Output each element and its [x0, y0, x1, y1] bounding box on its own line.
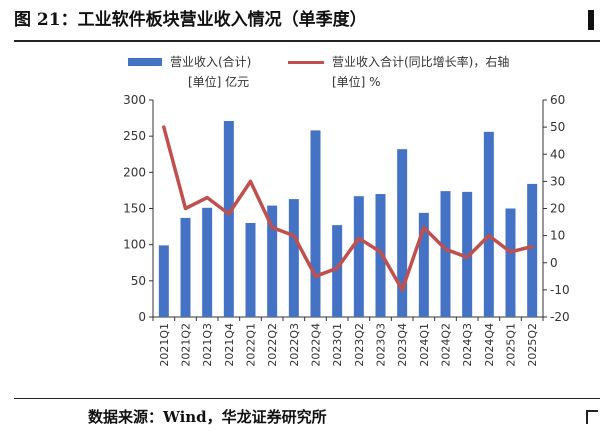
chart-legend: 营业收入(合计) [单位] 亿元 营业收入合计(同比增长率)，右轴 [单位] % [128, 54, 598, 100]
growth-rate-point [249, 179, 252, 183]
revenue-bar [440, 191, 451, 317]
y-right-tick-label: 60 [550, 93, 565, 107]
x-tick-label: 2023Q4 [396, 323, 409, 367]
revenue-bar [353, 196, 364, 317]
revenue-bar [202, 207, 213, 317]
y-left-tick-label: 50 [131, 274, 146, 288]
x-tick-label: 2025Q2 [526, 323, 539, 367]
growth-rate-point [487, 234, 491, 238]
y-right-tick-label: -20 [550, 310, 570, 324]
x-tick-label: 2022Q3 [288, 323, 301, 367]
x-tick-label: 2024Q1 [418, 323, 431, 367]
y-right-tick-label: 40 [550, 147, 565, 161]
y-left-tick-label: 0 [138, 310, 146, 324]
x-tick-label: 2022Q2 [266, 323, 279, 367]
growth-rate-point [184, 207, 187, 210]
revenue-bar [505, 208, 516, 317]
revenue-bar [158, 245, 169, 317]
x-tick-label: 2024Q3 [461, 323, 474, 367]
growth-rate-point [444, 247, 447, 251]
growth-rate-point [465, 255, 469, 259]
y-right-tick-label: 50 [550, 120, 565, 134]
y-right-tick-label: -10 [550, 283, 570, 297]
revenue-bar [223, 120, 234, 317]
revenue-bar [332, 225, 343, 317]
title-divider [14, 40, 600, 42]
revenue-bar [288, 199, 299, 317]
legend-line-label: 营业收入合计(同比增长率)，右轴 [332, 55, 510, 69]
y-right-tick-label: 10 [550, 229, 565, 243]
revenue-bar [462, 191, 473, 317]
source-divider [14, 398, 600, 399]
x-tick-label: 2024Q4 [483, 323, 496, 367]
x-tick-label: 2025Q1 [505, 323, 518, 367]
growth-rate-point [422, 225, 426, 229]
y-left-tick-label: 250 [123, 129, 146, 143]
legend-line-unit: [单位] % [332, 75, 381, 89]
x-tick-label: 2021Q3 [201, 323, 214, 367]
revenue-bar [375, 194, 386, 317]
revenue-bar [267, 205, 278, 317]
x-tick-label: 2023Q3 [375, 323, 388, 367]
x-tick-label: 2023Q1 [331, 323, 344, 367]
legend-bar-label: 营业收入(合计) [170, 55, 252, 69]
y-left-tick-label: 300 [123, 93, 146, 107]
x-tick-label: 2022Q4 [310, 323, 323, 367]
y-right-tick-label: 30 [550, 174, 565, 188]
x-tick-label: 2023Q2 [353, 323, 366, 367]
growth-rate-point [227, 212, 231, 216]
revenue-bar [527, 183, 538, 317]
x-tick-label: 2021Q2 [180, 323, 193, 367]
growth-rate-point [270, 225, 274, 229]
revenue-chart: 0 50 100 150 200 250 300 -20 -10 0 10 20 30 40 50 60 202… [123, 93, 570, 367]
growth-rate-point [400, 288, 404, 292]
growth-rate-point [205, 196, 209, 200]
revenue-bar [397, 149, 408, 317]
growth-rate-point [357, 236, 361, 240]
legend-bar-swatch [128, 58, 162, 66]
growth-rate-point [162, 125, 166, 129]
figure-source: 数据来源：Wind，华龙证券研究所 [88, 408, 327, 426]
figure-title: 图 21：工业软件板块营业收入情况（单季度） [14, 10, 367, 30]
growth-rate-line [162, 125, 534, 292]
growth-rate-point [314, 274, 317, 278]
cropped-edge-glyph [588, 10, 594, 30]
x-tick-label: 2021Q4 [223, 323, 236, 367]
y-left-tick-label: 200 [123, 165, 146, 179]
revenue-bar [245, 222, 256, 317]
revenue-bar [418, 212, 429, 317]
legend-line-swatch [288, 61, 324, 64]
revenue-bar [310, 130, 321, 317]
x-tick-label: 2024Q2 [440, 323, 453, 367]
growth-rate-point [509, 250, 512, 254]
growth-rate-point [335, 266, 339, 270]
growth-rate-point [530, 244, 534, 248]
legend-bar-unit: [单位] 亿元 [188, 75, 250, 89]
growth-rate-point [379, 250, 382, 254]
x-tick-label: 2022Q1 [245, 323, 258, 367]
growth-rate-point [292, 234, 296, 238]
y-right-tick-label: 0 [550, 256, 558, 270]
revenue-bar [180, 217, 191, 317]
x-tick-label: 2021Q1 [158, 323, 171, 367]
cropped-edge-glyph [586, 410, 598, 424]
y-left-tick-label: 150 [123, 202, 146, 216]
y-right-tick-label: 20 [550, 202, 565, 216]
y-left-tick-label: 100 [123, 238, 146, 252]
revenue-bar [483, 131, 494, 317]
